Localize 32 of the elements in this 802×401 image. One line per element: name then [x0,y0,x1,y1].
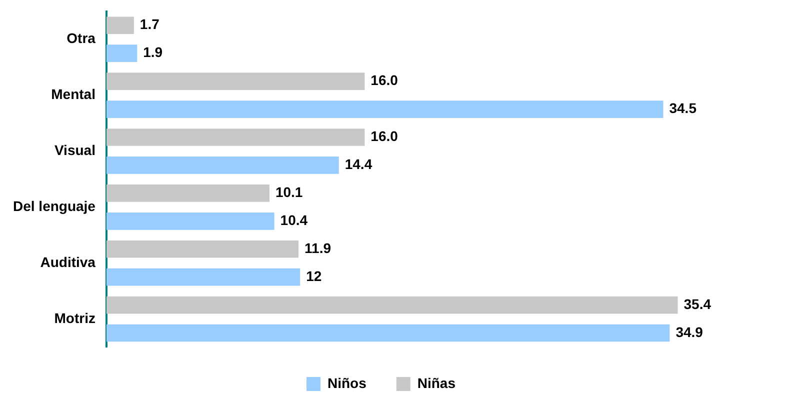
legend-label: Niñas [417,374,456,391]
data-label: 34.9 [676,324,704,340]
bar [106,128,365,146]
legend-label: Niños [327,374,367,391]
bar [106,156,339,174]
data-label: 16.0 [370,128,398,144]
y-tick-label: Otra [66,30,96,46]
y-tick-label: Motriz [54,310,96,326]
data-label: 14.4 [344,156,372,172]
data-label: 1.7 [140,16,160,32]
bar [106,324,670,342]
data-label: 10.4 [280,212,308,228]
bar [106,184,270,202]
bar [106,72,365,90]
y-tick-label: Auditiva [40,254,96,270]
y-tick-label: Del lenguaje [13,198,96,214]
y-tick-label: Visual [54,142,96,158]
data-label: 16.0 [370,72,398,88]
data-label: 12 [306,268,322,284]
data-label: 34.5 [669,100,697,116]
bar [106,100,664,118]
bar [106,16,134,34]
bar [106,296,678,314]
bar [106,240,299,258]
data-label: 1.9 [143,44,163,60]
data-label: 35.4 [684,296,712,312]
bar [106,44,138,62]
data-label: 10.1 [275,184,303,200]
y-tick-label: Mental [51,86,96,102]
bar [106,212,274,230]
bar [106,268,300,286]
data-label: 11.9 [304,240,332,256]
